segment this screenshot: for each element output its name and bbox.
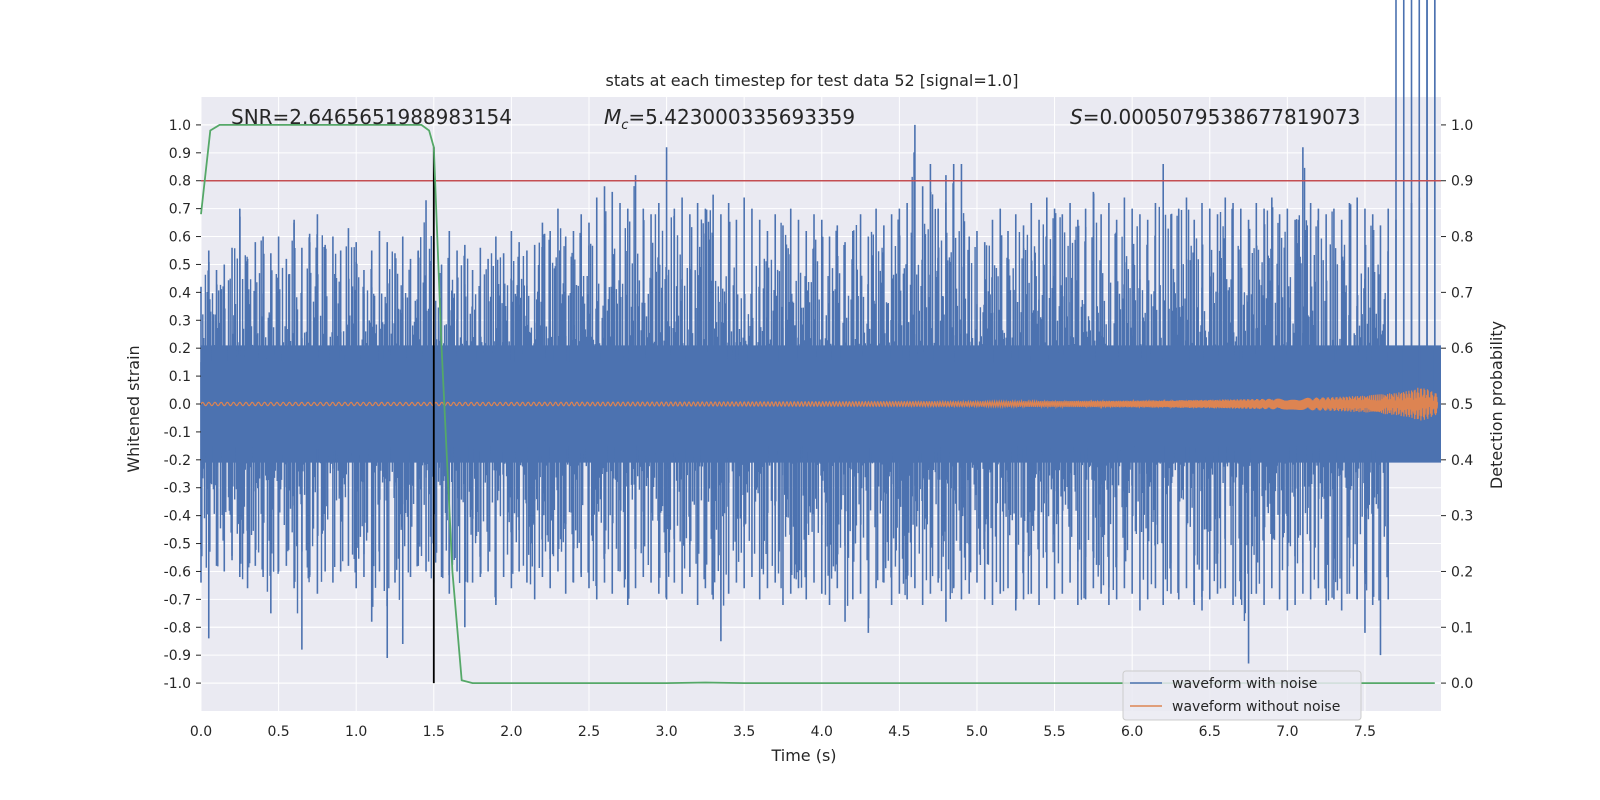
y-tick-label: -0.4 — [164, 509, 191, 525]
y-tick-label: 0.3 — [169, 313, 191, 329]
x-axis-ticks: 0.0 0.5 1.0 1.5 2.0 2.5 3.0 3.5 4.0 4.5 5.0 5.5 6.0 6… — [190, 724, 1376, 740]
y-tick-label: -0.1 — [164, 425, 191, 441]
y-axis-ticks: 1.0 0.9 0.8 0.7 0.6 0.5 0.4 0.3 0.2 0.1 0.0 -0.1 -0.… — [164, 118, 201, 692]
chirp-mass-annotation: Mc=5.423000335693359 — [604, 105, 855, 133]
y-tick-label: -0.8 — [164, 620, 191, 636]
y2-axis-ticks: 1.0 0.9 0.8 0.7 0.6 0.5 0.4 0.3 0.2 0.1 0.0 — [1441, 118, 1473, 692]
x-tick-label: 2.5 — [578, 724, 600, 740]
y2-tick-label: 0.0 — [1451, 676, 1473, 692]
y2-tick-label: 0.2 — [1451, 564, 1473, 580]
y-tick-label: 0.9 — [169, 146, 191, 162]
y-tick-label: 1.0 — [169, 118, 191, 134]
y2-axis-label: Detection probability — [1487, 321, 1506, 489]
chirp-mass-symbol: M — [604, 105, 621, 129]
x-tick-label: 7.0 — [1276, 724, 1298, 740]
x-tick-label: 5.5 — [1043, 724, 1065, 740]
x-tick-label: 6.0 — [1121, 724, 1143, 740]
y-tick-label: -0.5 — [164, 537, 191, 553]
probability-layer — [200, 124, 1441, 684]
x-tick-label: 7.5 — [1354, 724, 1376, 740]
y-tick-label: -0.2 — [164, 453, 191, 469]
x-tick-label: 1.5 — [423, 724, 445, 740]
y2-tick-label: 0.9 — [1451, 174, 1473, 190]
s-annotation: S=0.0005079538677819073 — [1070, 105, 1360, 129]
snr-annotation: SNR=2.6465651988983154 — [231, 105, 512, 129]
y2-tick-label: 0.6 — [1451, 341, 1473, 357]
chirp-mass-subscript: c — [621, 118, 628, 133]
y-tick-label: -0.7 — [164, 592, 191, 608]
chirp-mass-value: =5.423000335693359 — [628, 105, 855, 129]
y-tick-label: 0.5 — [169, 257, 191, 273]
y-tick-label: 0.1 — [169, 369, 191, 385]
x-tick-label: 1.0 — [345, 724, 367, 740]
y-tick-label: 0.7 — [169, 202, 191, 218]
y-tick-label: 0.6 — [169, 230, 191, 246]
y2-tick-label: 0.7 — [1451, 285, 1473, 301]
x-tick-label: 4.5 — [888, 724, 910, 740]
x-tick-label: 3.5 — [733, 724, 755, 740]
y-tick-label: 0.2 — [169, 341, 191, 357]
x-tick-label: 0.0 — [190, 724, 212, 740]
chart-title: stats at each timestep for test data 52 … — [606, 71, 1019, 90]
y2-tick-label: 0.1 — [1451, 620, 1473, 636]
x-tick-label: 5.0 — [966, 724, 988, 740]
x-tick-label: 4.0 — [811, 724, 833, 740]
x-tick-label: 6.5 — [1199, 724, 1221, 740]
clean-waveform-line — [200, 387, 1439, 421]
y-tick-label: 0.0 — [169, 397, 191, 413]
y-tick-label: 0.4 — [169, 285, 191, 301]
y2-tick-label: 0.4 — [1451, 453, 1473, 469]
legend-label-clean: waveform without noise — [1172, 699, 1340, 715]
y2-tick-label: 0.8 — [1451, 230, 1473, 246]
y2-tick-label: 0.5 — [1451, 397, 1473, 413]
y2-tick-label: 0.3 — [1451, 509, 1473, 525]
legend-label-noise: waveform with noise — [1172, 676, 1317, 692]
y-tick-label: -1.0 — [164, 676, 191, 692]
y-tick-label: 0.8 — [169, 174, 191, 190]
s-value: =0.0005079538677819073 — [1083, 105, 1361, 129]
y-tick-label: -0.3 — [164, 481, 191, 497]
x-tick-label: 3.0 — [655, 724, 677, 740]
y-tick-label: -0.6 — [164, 564, 191, 580]
legend-box — [1122, 670, 1362, 721]
x-tick-label: 0.5 — [267, 724, 289, 740]
y-tick-label: -0.9 — [164, 648, 191, 664]
x-tick-label: 2.0 — [500, 724, 522, 740]
legend: waveform with noise waveform without noi… — [1122, 670, 1362, 721]
detection-probability-line — [200, 124, 1435, 684]
s-symbol: S — [1070, 105, 1083, 129]
clean-waveform-layer — [200, 387, 1439, 421]
x-axis-label: Time (s) — [770, 746, 836, 765]
y2-tick-label: 1.0 — [1451, 118, 1473, 134]
y-axis-label: Whitened strain — [124, 345, 143, 472]
